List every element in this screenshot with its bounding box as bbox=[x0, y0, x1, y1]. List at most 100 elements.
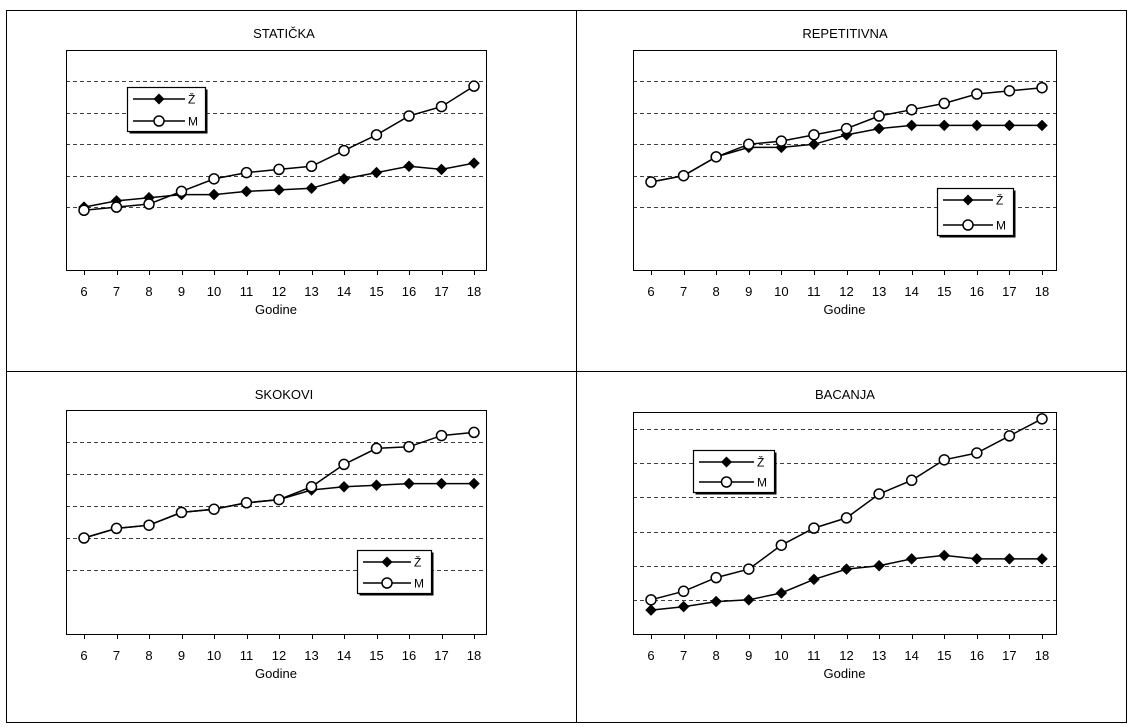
series-line bbox=[83, 482, 474, 539]
x-tick-label: 6 bbox=[647, 648, 654, 663]
data-point-m bbox=[710, 571, 722, 584]
data-point-z bbox=[403, 477, 415, 490]
x-tick-label: 11 bbox=[240, 648, 254, 663]
data-point-m bbox=[645, 176, 657, 188]
data-point-z bbox=[370, 166, 383, 179]
data-point-z bbox=[370, 479, 383, 492]
data-point-z bbox=[305, 182, 318, 195]
x-tick-label: 8 bbox=[145, 648, 152, 663]
data-point-m bbox=[1036, 81, 1048, 94]
data-point-m bbox=[208, 503, 220, 515]
x-tick-label: 13 bbox=[872, 648, 886, 663]
plot-frame bbox=[66, 410, 487, 635]
data-point-z bbox=[677, 600, 690, 613]
data-point-z bbox=[468, 157, 480, 169]
legend: ŽM bbox=[356, 549, 434, 596]
x-tick-label: 11 bbox=[807, 648, 821, 663]
x-tick-label: 16 bbox=[970, 648, 984, 663]
legend-marker-m bbox=[962, 219, 974, 231]
data-point-z bbox=[1036, 553, 1048, 565]
x-tick-label: 12 bbox=[839, 648, 853, 663]
x-tick-label: 15 bbox=[369, 284, 383, 299]
data-point-m bbox=[873, 488, 885, 500]
chart-panel-1: STATIČKA 6 7 8 9 10 11 12 13 14 15 16 17 18 Godine ŽM bbox=[66, 26, 487, 317]
data-point-m bbox=[645, 594, 657, 606]
x-tick-label: 17 bbox=[434, 284, 448, 299]
x-tick-label: 8 bbox=[145, 284, 152, 299]
data-point-m bbox=[403, 441, 415, 453]
legend-label: M bbox=[188, 115, 198, 129]
data-point-z bbox=[338, 480, 350, 493]
plot-frame bbox=[633, 412, 1057, 635]
data-point-z bbox=[710, 595, 723, 608]
data-point-z bbox=[338, 173, 350, 185]
data-point-z bbox=[873, 122, 885, 135]
x-tick-label: 8 bbox=[713, 284, 720, 299]
data-point-m bbox=[938, 454, 950, 466]
x-tick-label: 7 bbox=[113, 284, 120, 299]
data-point-m bbox=[338, 144, 350, 157]
legend-label: M bbox=[757, 476, 767, 490]
x-tick-label: 17 bbox=[1002, 648, 1016, 663]
data-point-z bbox=[468, 477, 480, 490]
legend-box bbox=[126, 86, 207, 133]
data-point-m bbox=[110, 201, 123, 213]
data-point-m bbox=[240, 166, 253, 179]
x-tick-label: 10 bbox=[207, 648, 221, 663]
data-point-m bbox=[143, 519, 155, 531]
x-tick-label: 18 bbox=[467, 648, 481, 663]
x-tick-label: 18 bbox=[467, 284, 481, 299]
x-tick-label: 16 bbox=[402, 284, 416, 299]
legend-box bbox=[692, 449, 776, 494]
data-point-m bbox=[710, 151, 722, 163]
legend-marker-z bbox=[962, 194, 974, 206]
x-axis-label: Godine bbox=[824, 666, 866, 681]
data-point-z bbox=[938, 119, 951, 132]
data-point-m bbox=[175, 506, 188, 519]
x-tick-label: 14 bbox=[337, 284, 351, 299]
data-point-m bbox=[840, 122, 853, 135]
legend-label: Ž bbox=[188, 92, 195, 107]
legend-marker-m bbox=[381, 577, 393, 589]
data-point-z bbox=[873, 559, 885, 572]
data-point-m bbox=[938, 97, 950, 110]
x-tick-label: 12 bbox=[272, 284, 286, 299]
x-tick-label: 10 bbox=[207, 284, 221, 299]
legend-marker-m bbox=[720, 476, 733, 488]
legend-marker-m bbox=[153, 115, 165, 127]
x-tick-label: 13 bbox=[304, 648, 318, 663]
chart-title: STATIČKA bbox=[253, 26, 315, 41]
data-point-m bbox=[743, 563, 755, 575]
data-point-z bbox=[742, 593, 755, 606]
x-tick-label: 17 bbox=[1002, 284, 1016, 299]
data-point-m bbox=[873, 110, 885, 122]
data-point-z bbox=[938, 549, 951, 562]
chart-panel-2: REPETITIVNA 6 7 8 9 10 11 12 13 14 15 16 17 18 Godine Ž… bbox=[633, 26, 1057, 317]
x-axis-label: Godine bbox=[255, 302, 297, 317]
panel-layout bbox=[6, 10, 1127, 723]
x-tick-label: 9 bbox=[178, 648, 185, 663]
x-tick-label: 9 bbox=[745, 648, 752, 663]
x-tick-label: 10 bbox=[774, 284, 788, 299]
data-point-m bbox=[273, 493, 285, 506]
x-tick-label: 18 bbox=[1035, 648, 1049, 663]
chart-panel-4: BACANJA 6 7 8 9 10 11 12 13 14 15 16 17 18 Godine ŽM bbox=[633, 387, 1057, 681]
data-point-m bbox=[338, 458, 350, 471]
data-point-m bbox=[808, 129, 820, 141]
x-tick-label: 14 bbox=[904, 284, 918, 299]
x-tick-label: 12 bbox=[272, 648, 286, 663]
data-point-m bbox=[808, 522, 820, 534]
data-point-m bbox=[468, 80, 480, 92]
data-point-z bbox=[970, 553, 983, 565]
x-tick-label: 7 bbox=[113, 648, 120, 663]
data-point-m bbox=[370, 129, 383, 141]
x-axis-label: Godine bbox=[255, 666, 297, 681]
plot-frame bbox=[66, 50, 487, 271]
x-tick-label: 9 bbox=[745, 284, 752, 299]
data-point-m bbox=[110, 522, 123, 535]
data-point-m bbox=[273, 163, 285, 176]
data-point-m bbox=[743, 138, 755, 151]
legend-label: Ž bbox=[996, 193, 1003, 208]
x-tick-label: 6 bbox=[647, 284, 654, 299]
legend-marker-z bbox=[381, 556, 393, 568]
